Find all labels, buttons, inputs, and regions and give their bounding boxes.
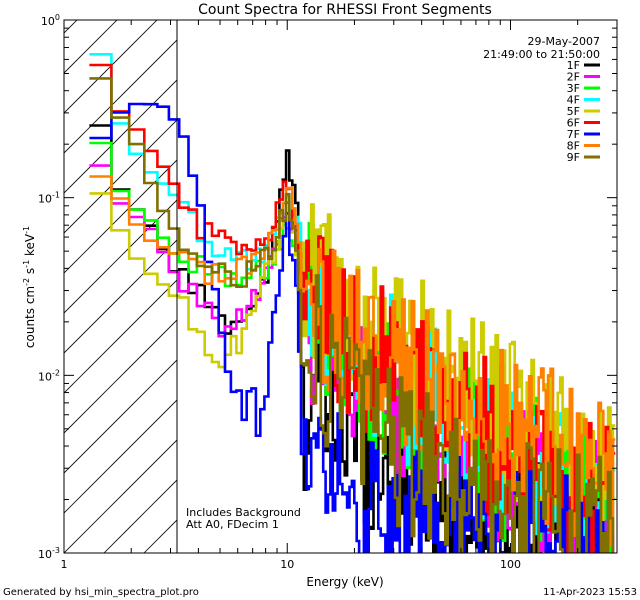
hatch-line xyxy=(64,20,78,34)
axes: 1 10 100 100 10-1 10-2 10-3 xyxy=(38,13,618,571)
hatch-line xyxy=(64,439,177,553)
x-tick-label: 10 xyxy=(280,558,294,571)
hatch-line xyxy=(64,199,177,314)
y-tick-label: 100 xyxy=(41,13,60,28)
series-layer xyxy=(89,53,616,553)
legend-label: 7F xyxy=(567,128,580,141)
hatch-line xyxy=(64,39,177,154)
series-line-9F xyxy=(89,77,615,553)
y-tick-label: 10-2 xyxy=(38,368,60,383)
legend-label: 1F xyxy=(567,59,580,72)
series-line-8F xyxy=(89,175,616,547)
y-tick-label: 10-1 xyxy=(38,191,60,206)
background-note: Includes Background xyxy=(186,506,301,519)
legend-label: 4F xyxy=(567,94,580,107)
legend-label: 2F xyxy=(567,71,580,84)
hatch-line xyxy=(64,359,177,474)
hatch-line xyxy=(64,119,177,234)
hatch-line xyxy=(64,79,177,194)
y-axis-label: counts cm-2 s-1 keV-1 xyxy=(22,226,37,348)
chart-title: Count Spectra for RHESSI Front Segments xyxy=(198,2,492,18)
x-axis-label: Energy (keV) xyxy=(306,575,383,589)
legend-label: 6F xyxy=(567,117,580,130)
time-range-annotation: 21:49:00 to 21:50:00 xyxy=(483,48,600,61)
hatch-line xyxy=(64,20,158,114)
legend-label: 9F xyxy=(567,151,580,164)
x-tick-label: 1 xyxy=(61,558,68,571)
legend-label: 5F xyxy=(567,105,580,118)
legend-label: 8F xyxy=(567,140,580,153)
hatch-line xyxy=(0,0,24,553)
hatch-line xyxy=(64,399,177,514)
y-tick-label: 10-3 xyxy=(38,546,60,561)
hatch-line xyxy=(64,159,177,274)
legend-label: 3F xyxy=(567,82,580,95)
plot-frame xyxy=(63,19,618,554)
x-tick-label: 100 xyxy=(500,558,521,571)
footer-timestamp: 11-Apr-2023 15:53 xyxy=(543,587,637,598)
date-annotation: 29-May-2007 xyxy=(528,35,600,48)
hatch-line xyxy=(64,20,118,74)
attenuator-note: Att A0, FDecim 1 xyxy=(186,518,279,531)
footer-generator: Generated by hsi_min_spectra_plot.pro xyxy=(3,587,199,598)
